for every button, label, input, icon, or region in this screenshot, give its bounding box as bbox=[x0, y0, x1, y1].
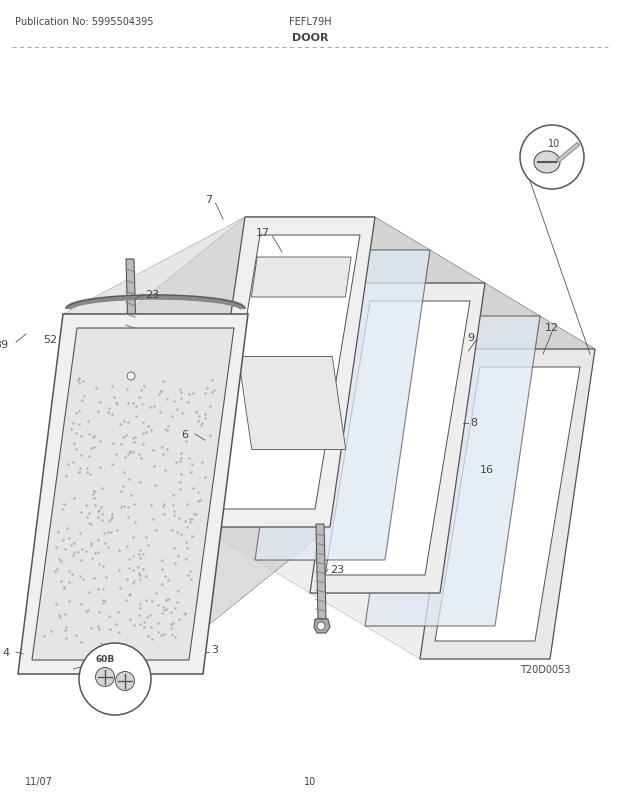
Text: 7: 7 bbox=[205, 195, 212, 205]
Polygon shape bbox=[18, 314, 248, 674]
Polygon shape bbox=[385, 251, 485, 593]
Text: FEFL79H: FEFL79H bbox=[289, 17, 331, 27]
Polygon shape bbox=[251, 257, 351, 298]
Text: 9: 9 bbox=[467, 333, 474, 342]
Text: 52: 52 bbox=[43, 334, 57, 345]
Text: 8: 8 bbox=[471, 418, 477, 428]
Polygon shape bbox=[440, 284, 540, 626]
Text: 23: 23 bbox=[330, 565, 344, 574]
Text: 3: 3 bbox=[211, 644, 218, 654]
Polygon shape bbox=[238, 357, 346, 450]
Circle shape bbox=[79, 643, 151, 715]
Text: 4: 4 bbox=[3, 647, 10, 657]
Polygon shape bbox=[310, 284, 485, 593]
Text: 6: 6 bbox=[181, 429, 188, 439]
Polygon shape bbox=[255, 251, 430, 561]
Polygon shape bbox=[355, 284, 540, 317]
Text: 10: 10 bbox=[304, 776, 316, 786]
Text: 10: 10 bbox=[548, 139, 560, 149]
Text: Publication No: 5995504395: Publication No: 5995504395 bbox=[15, 17, 154, 27]
Polygon shape bbox=[63, 217, 375, 365]
Text: 39: 39 bbox=[0, 339, 8, 350]
Text: 12: 12 bbox=[545, 322, 559, 333]
Text: 23: 23 bbox=[145, 290, 159, 300]
Polygon shape bbox=[32, 329, 234, 660]
Polygon shape bbox=[316, 525, 326, 619]
Polygon shape bbox=[330, 217, 430, 561]
Polygon shape bbox=[365, 317, 540, 626]
Ellipse shape bbox=[534, 152, 560, 174]
Polygon shape bbox=[255, 561, 440, 593]
Polygon shape bbox=[200, 528, 385, 561]
Polygon shape bbox=[124, 370, 140, 383]
Text: 16: 16 bbox=[479, 464, 494, 475]
Polygon shape bbox=[245, 217, 430, 251]
Text: DOOR: DOOR bbox=[292, 33, 328, 43]
Polygon shape bbox=[310, 593, 495, 626]
Polygon shape bbox=[420, 350, 595, 659]
Circle shape bbox=[520, 126, 584, 190]
Polygon shape bbox=[215, 236, 360, 509]
Polygon shape bbox=[200, 217, 375, 528]
Text: 11/07: 11/07 bbox=[25, 776, 53, 786]
Polygon shape bbox=[126, 260, 137, 370]
Ellipse shape bbox=[115, 671, 135, 691]
Circle shape bbox=[317, 622, 325, 630]
Circle shape bbox=[127, 373, 135, 380]
Polygon shape bbox=[495, 317, 595, 659]
Polygon shape bbox=[325, 302, 470, 575]
Ellipse shape bbox=[95, 668, 115, 687]
Polygon shape bbox=[314, 619, 330, 634]
Text: 60B: 60B bbox=[95, 654, 115, 664]
Polygon shape bbox=[148, 217, 375, 674]
Polygon shape bbox=[63, 217, 375, 314]
Polygon shape bbox=[300, 251, 485, 284]
Polygon shape bbox=[365, 626, 550, 659]
Text: eReplacementParts.com: eReplacementParts.com bbox=[234, 423, 386, 436]
Text: 17: 17 bbox=[255, 228, 270, 237]
Polygon shape bbox=[435, 367, 580, 642]
Text: T20D0053: T20D0053 bbox=[520, 664, 570, 674]
Polygon shape bbox=[18, 528, 330, 674]
Polygon shape bbox=[410, 317, 595, 350]
